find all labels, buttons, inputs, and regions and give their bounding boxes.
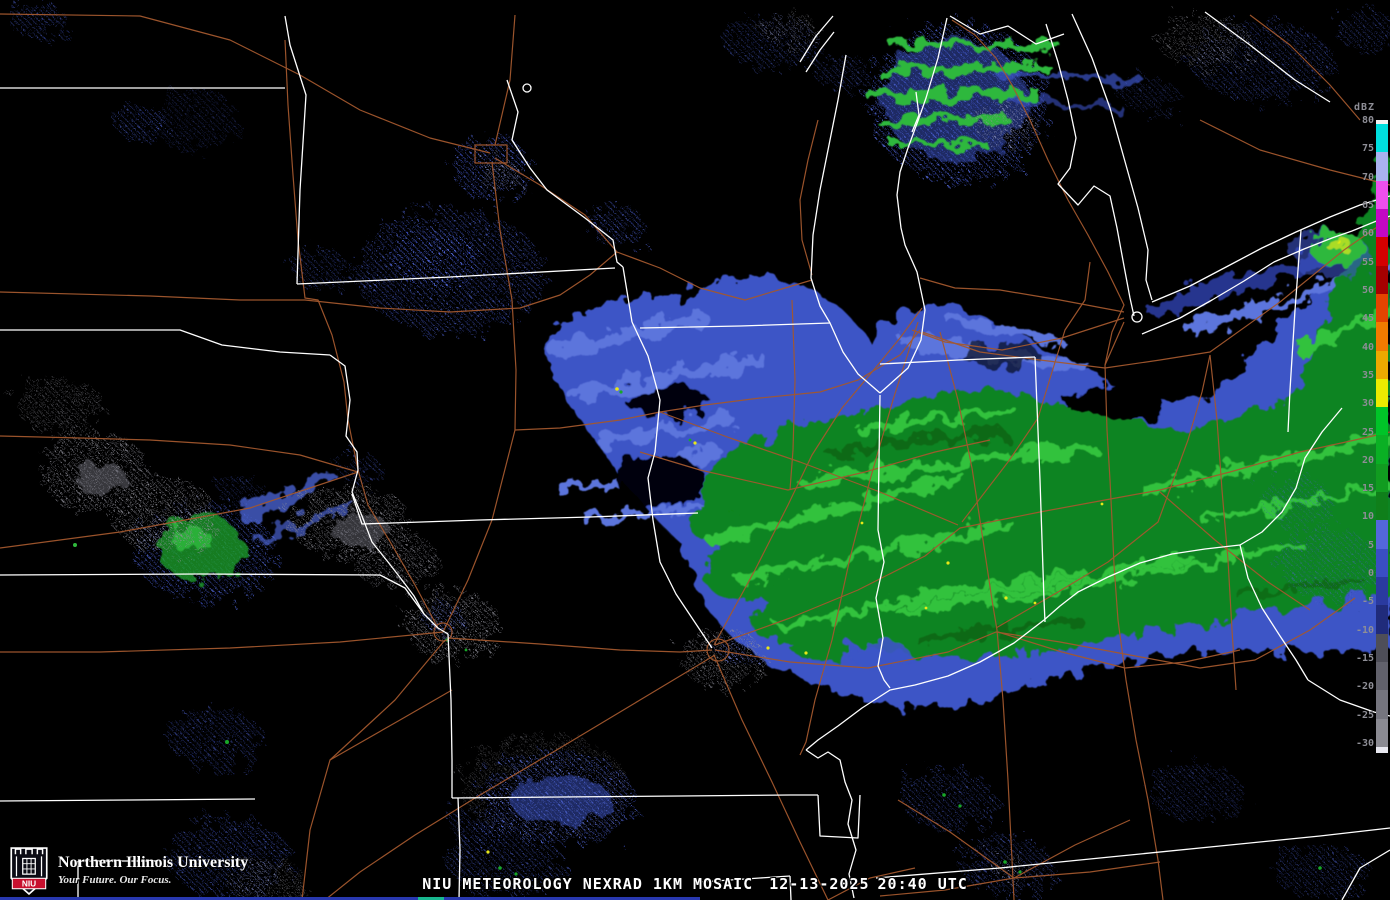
niu-logo: NIU Northern Illinois University Your Fu…	[8, 847, 248, 895]
echo-michigan-blob	[866, 23, 1144, 183]
university-tagline: Your Future. Our Focus.	[58, 874, 172, 886]
product-caption: NIU METEOROLOGY NEXRAD 1KM MOSAIC 12-13-2…	[422, 875, 968, 893]
state-border-lines	[0, 11, 1390, 900]
niu-shield-text: NIU	[22, 879, 36, 889]
highway-lines	[0, 13, 1390, 900]
caption-product: NIU METEOROLOGY NEXRAD 1KM MOSAIC	[422, 875, 754, 893]
caption-time: 20:40 UTC	[877, 875, 968, 893]
bottom-edge-strip	[0, 897, 700, 900]
niu-shield-icon: NIU	[10, 847, 48, 895]
caption-date: 12-13-2025	[769, 875, 870, 893]
university-name: Northern Illinois University	[58, 854, 249, 871]
echo-erie-cell	[1290, 231, 1370, 279]
echo-speckle-clusters	[8, 2, 1390, 900]
radar-echo-layer	[8, 2, 1390, 900]
echo-yellow-cells	[615, 387, 1104, 655]
bottom-edge-strip-teal	[418, 897, 444, 900]
echo-green-core	[690, 155, 1390, 669]
